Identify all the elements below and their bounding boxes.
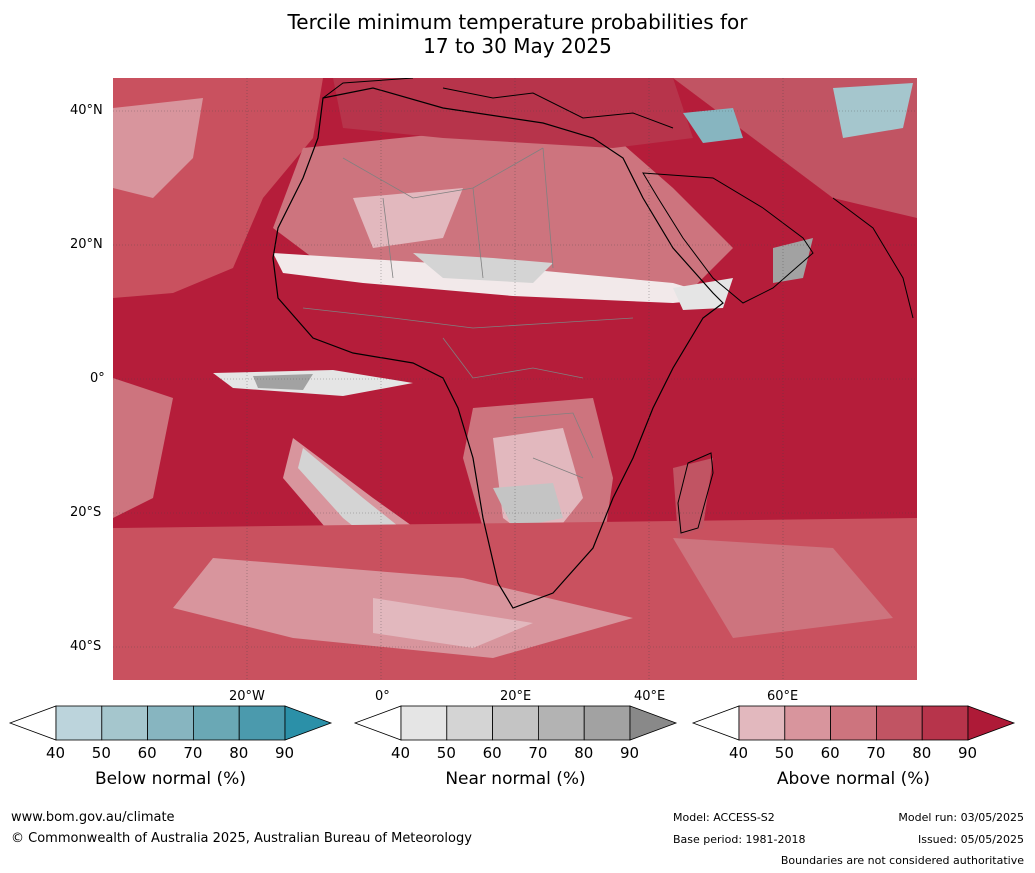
colorbar-tick-label: 70	[866, 744, 886, 762]
footer-issued: Issued: 05/05/2025	[917, 833, 1024, 846]
sahara-light	[353, 188, 463, 248]
colorbar-tick-label: 60	[137, 744, 157, 762]
colorbar-segment	[147, 705, 194, 741]
title-line-2: 17 to 30 May 2025	[423, 34, 612, 58]
southern-ocean-pale	[373, 598, 533, 648]
colorbar-tick-label: 80	[229, 744, 249, 762]
india-outline	[832, 197, 914, 319]
mediterranean-region	[333, 78, 693, 148]
colorbar-under-triangle	[8, 705, 57, 741]
colorbar-tick-label: 60	[482, 744, 502, 762]
lon-label-0: 0°	[375, 689, 390, 704]
colorbar-1	[353, 705, 678, 741]
colorbar-tick-label: 80	[912, 744, 932, 762]
colorbar-segment	[101, 705, 149, 741]
footer-url[interactable]: www.bom.gov.au/climate	[11, 810, 175, 825]
footer-base-period: Base period: 1981-2018	[673, 833, 806, 846]
lat-label-40n: 40°N	[70, 103, 103, 118]
lon-label-20w: 20°W	[229, 689, 265, 704]
colorbar-segment	[238, 705, 286, 741]
country-borders	[302, 147, 634, 479]
lat-label-40s: 40°S	[70, 639, 102, 654]
kalahari-grey	[493, 483, 563, 528]
lon-label-60e: 60°E	[767, 689, 799, 704]
central-asia-blue	[833, 83, 913, 138]
colorbar-tick-label: 90	[620, 744, 640, 762]
colorbar-2	[691, 705, 1016, 741]
colorbar-tick-label: 80	[574, 744, 594, 762]
africa-coastline	[272, 87, 724, 609]
colorbar-tick-label: 40	[391, 744, 411, 762]
colorbar-segment	[400, 705, 448, 741]
south-atlantic-light	[113, 378, 173, 518]
colorbar-under-triangle	[691, 705, 740, 741]
north-atlantic-light	[113, 98, 203, 198]
colorbar-legends	[8, 705, 1016, 741]
colorbar-segment	[738, 705, 786, 741]
map-title: Tercile minimum temperature probabilitie…	[0, 10, 1035, 58]
colorbar-segment	[492, 705, 539, 741]
madagascar-region	[673, 458, 713, 538]
lat-label-20s: 20°S	[70, 505, 102, 520]
europe-outline	[322, 78, 674, 129]
colorbar-segment	[538, 705, 585, 741]
colorbar-segment	[583, 705, 631, 741]
colorbar-over-triangle	[284, 705, 333, 741]
lat-label-0: 0°	[90, 371, 105, 386]
colorbar-tick-label: 90	[958, 744, 978, 762]
graticule	[113, 78, 917, 680]
colorbar-tick-label: 70	[528, 744, 548, 762]
colorbar-segment	[192, 705, 240, 741]
colorbar-over-triangle	[967, 705, 1016, 741]
lat-label-20n: 20°N	[70, 237, 103, 252]
colorbar-tick-label: 50	[774, 744, 794, 762]
colorbar-segment	[784, 705, 831, 741]
colorbar-segment	[446, 705, 493, 741]
colorbar-tick-label: 60	[820, 744, 840, 762]
colorbar-title: Near normal (%)	[445, 769, 586, 789]
arabia-outline	[642, 172, 814, 304]
colorbar-0	[8, 705, 333, 741]
colorbar-segment	[921, 705, 969, 741]
probability-map	[113, 78, 917, 680]
madagascar-outline	[677, 452, 714, 534]
footer-copyright: © Commonwealth of Australia 2025, Austra…	[11, 831, 472, 846]
title-line-1: Tercile minimum temperature probabilitie…	[287, 10, 748, 34]
colorbar-tick-label: 90	[275, 744, 295, 762]
sahel-grey	[413, 253, 553, 283]
lon-label-40e: 40°E	[634, 689, 666, 704]
colorbar-segment	[876, 705, 923, 741]
equatorial-atlantic-dark	[253, 374, 313, 390]
colorbar-tick-label: 40	[46, 744, 66, 762]
footer-model-run: Model run: 03/05/2025	[898, 811, 1024, 824]
colorbar-tick-label: 50	[91, 744, 111, 762]
footer-disclaimer: Boundaries are not considered authoritat…	[780, 854, 1024, 867]
colorbar-segment	[830, 705, 877, 741]
colorbar-tick-label: 70	[183, 744, 203, 762]
colorbar-tick-label: 50	[436, 744, 456, 762]
lon-label-20e: 20°E	[500, 689, 532, 704]
colorbar-title: Above normal (%)	[776, 769, 931, 789]
colorbar-segment	[55, 705, 103, 741]
caspian-blue	[683, 108, 743, 143]
horn-light	[673, 278, 733, 310]
colorbar-under-triangle	[353, 705, 402, 741]
sahara-region	[273, 118, 733, 298]
colorbar-tick-label: 40	[729, 744, 749, 762]
colorbar-title: Below normal (%)	[95, 769, 246, 789]
colorbar-over-triangle	[629, 705, 678, 741]
footer-model: Model: ACCESS-S2	[673, 811, 775, 824]
